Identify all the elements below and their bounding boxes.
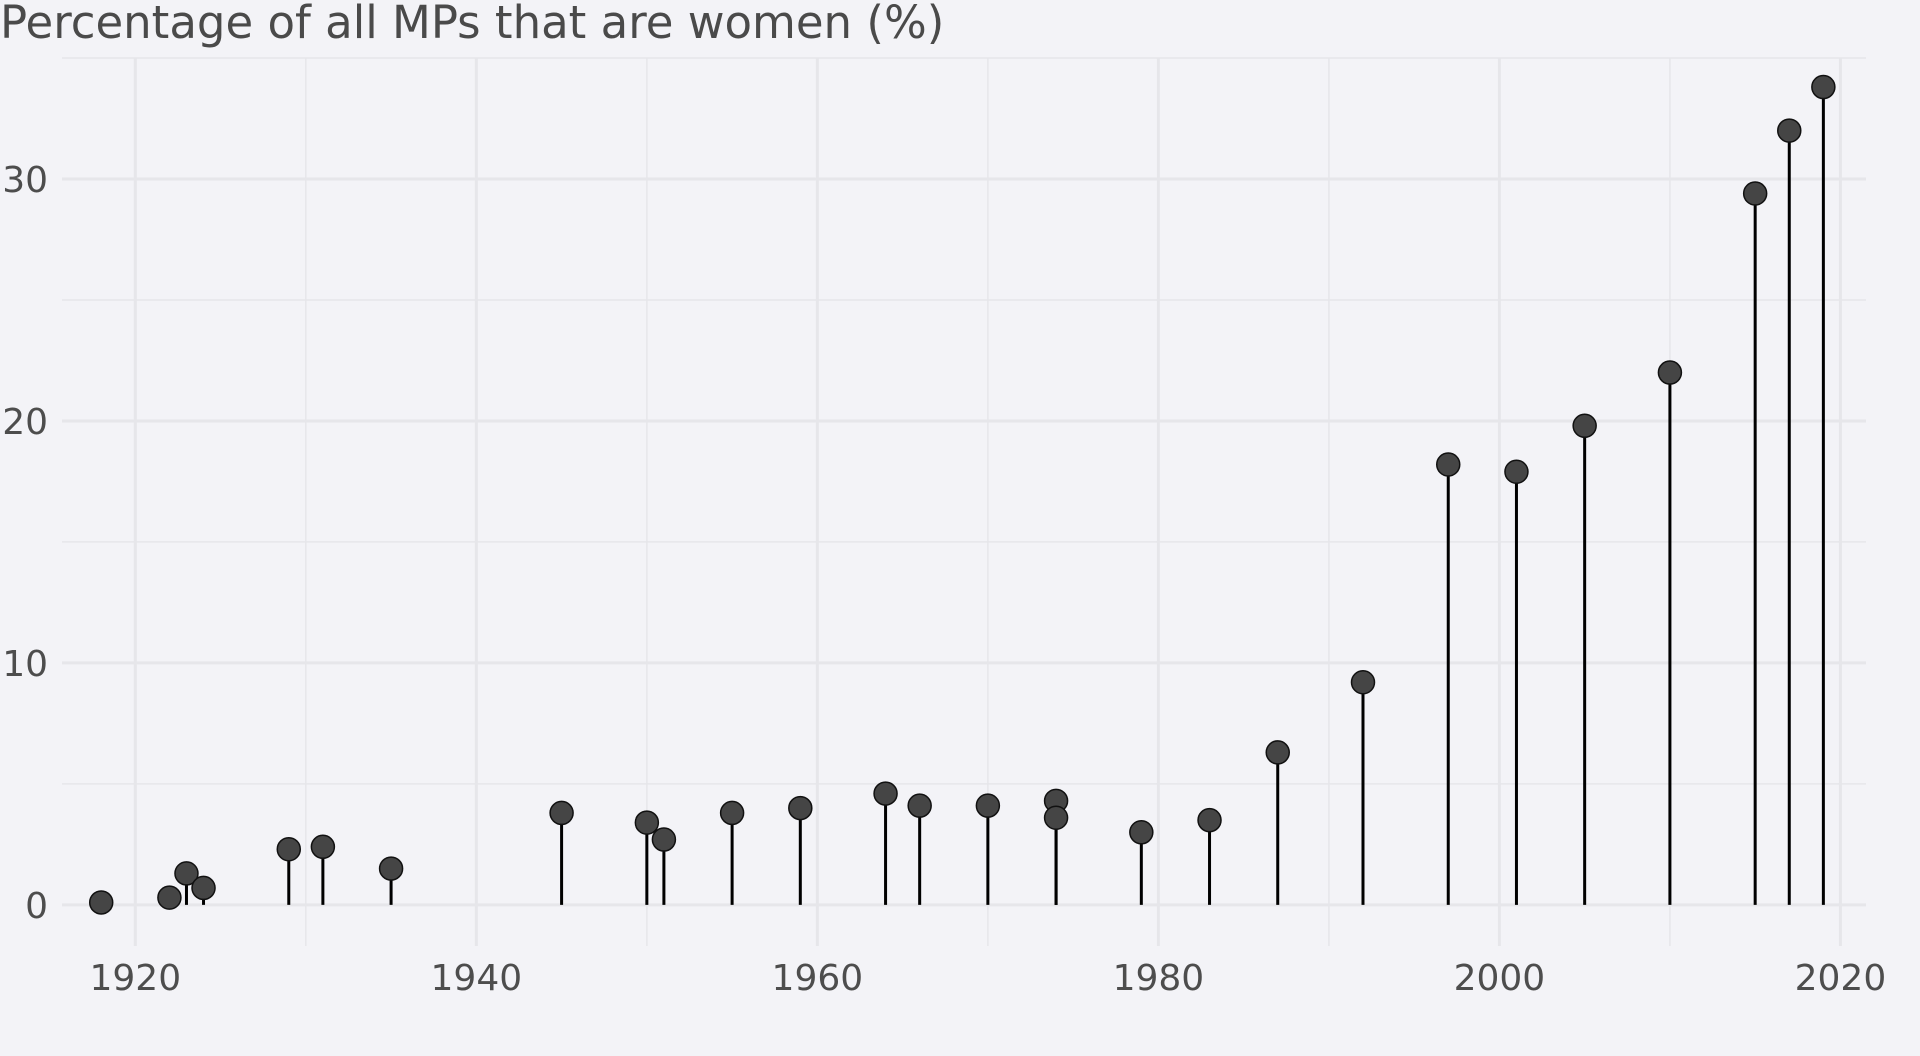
data-point (1811, 74, 1836, 100)
data-point (1350, 670, 1376, 695)
data-point (719, 800, 745, 826)
x-tick-label: 2020 (1795, 958, 1887, 999)
x-tick-label: 1960 (772, 958, 864, 999)
y-tick-label: 0 (25, 886, 48, 927)
x-tick-label: 1920 (90, 958, 182, 999)
data-point (651, 827, 677, 852)
y-tick-label: 10 (2, 644, 48, 685)
data-point (1742, 181, 1768, 206)
data-point (1043, 805, 1069, 831)
data-point (1435, 452, 1461, 477)
x-tick-label: 1980 (1113, 958, 1205, 999)
data-point (1777, 118, 1802, 143)
y-tick-label: 30 (2, 160, 48, 201)
data-point (788, 795, 813, 821)
chart-title: Percentage of all MPs that are women (%) (0, 0, 945, 49)
data-point (1657, 360, 1683, 385)
data-point (907, 793, 932, 818)
data-point (1197, 807, 1222, 833)
data-point (634, 810, 660, 835)
data-point (276, 836, 302, 862)
major-grid (62, 58, 1866, 946)
data-point (975, 793, 1001, 818)
minor-grid (62, 57, 1866, 946)
lollipop-stems (99, 87, 1825, 905)
data-point (88, 890, 114, 915)
data-point (310, 834, 336, 860)
x-tick-label: 2000 (1454, 958, 1546, 999)
lollipop-points (88, 74, 1836, 915)
data-point (1504, 459, 1529, 485)
data-point (1572, 413, 1597, 439)
data-point (873, 781, 898, 806)
y-axis-tick-labels: 0 10 20 30 (2, 160, 48, 927)
data-point (174, 861, 199, 886)
data-point (157, 885, 182, 910)
data-point (378, 856, 404, 881)
data-point (1129, 820, 1154, 845)
data-point (1265, 740, 1290, 765)
x-tick-label: 1940 (431, 958, 523, 999)
data-point (191, 875, 216, 901)
data-point (549, 800, 574, 826)
y-tick-label: 20 (2, 402, 48, 443)
x-axis-tick-labels: 1920 1940 1960 1980 2000 2020 (90, 958, 1887, 999)
